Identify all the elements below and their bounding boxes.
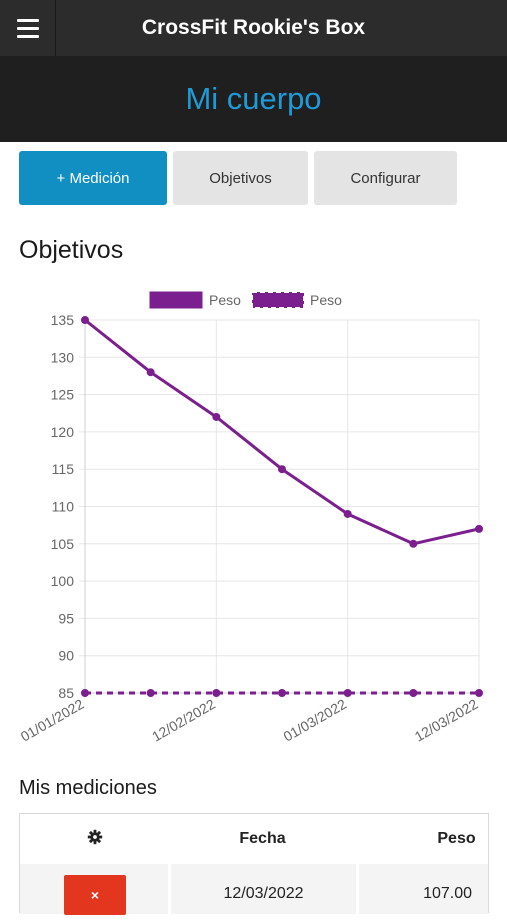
legend-label: Peso xyxy=(209,292,241,308)
gear-icon[interactable] xyxy=(87,829,103,845)
data-point xyxy=(343,689,352,697)
mediciones-heading: Mis mediciones xyxy=(19,777,157,799)
legend-swatch xyxy=(251,291,305,309)
chart-svg: 135 130 125 120 115 110 105 100 95 90 8501/01/2022… xyxy=(18,291,483,745)
app-title: CrossFit Rookie's Box xyxy=(141,16,366,39)
y-tick-label: 125 xyxy=(51,387,75,403)
x-tick-label: 12/02/2022 xyxy=(149,696,218,745)
legend-swatch xyxy=(149,291,203,309)
add-measurement-button[interactable]: + Medición xyxy=(19,151,167,205)
data-point xyxy=(146,689,155,697)
x-tick-label: 01/01/2022 xyxy=(18,696,87,745)
data-point xyxy=(146,368,155,377)
settings-header[interactable] xyxy=(20,814,170,864)
data-point xyxy=(278,465,286,474)
y-tick-label: 115 xyxy=(52,461,75,477)
row-fecha: 12/03/2022 xyxy=(223,885,304,902)
weight-chart: 135 130 125 120 115 110 105 100 95 90 85 01/01/2022… xyxy=(0,285,507,765)
top-bar: CrossFit Rookie's Box xyxy=(0,0,507,56)
y-tick-label: 85 xyxy=(58,685,74,701)
data-point xyxy=(81,689,89,697)
row-peso: 107.00 xyxy=(423,885,472,902)
y-tick-label: 135 xyxy=(51,312,75,328)
table-row: × 12/03/2022 107.00 xyxy=(20,864,488,915)
y-tick-label: 110 xyxy=(52,499,75,515)
x-tick-label: 12/03/2022 xyxy=(412,696,481,745)
data-point xyxy=(475,689,483,697)
tab-configurar[interactable]: Configurar xyxy=(314,151,457,205)
cell-divider xyxy=(168,864,171,914)
data-point xyxy=(278,689,286,697)
column-peso: Peso xyxy=(437,830,476,847)
hamburger-menu-icon[interactable] xyxy=(0,0,56,56)
page-title: Mi cuerpo xyxy=(185,81,322,116)
data-point xyxy=(343,509,352,518)
column-fecha: Fecha xyxy=(239,830,286,847)
cell-divider xyxy=(356,864,359,914)
y-tick-label: 120 xyxy=(51,424,75,440)
y-tick-label: 130 xyxy=(51,349,75,365)
y-tick-label: 90 xyxy=(58,648,74,664)
data-point xyxy=(81,316,89,324)
y-tick-label: 105 xyxy=(51,536,75,552)
delete-button[interactable]: × xyxy=(64,875,126,915)
objetivos-heading: Objetivos xyxy=(19,236,124,264)
data-point xyxy=(409,539,418,548)
x-tick-label: 01/03/2022 xyxy=(280,696,349,745)
data-point xyxy=(212,689,221,697)
measurements-table: Fecha Peso × 12/03/2022 107.00 xyxy=(19,813,489,915)
data-point xyxy=(212,412,221,421)
tab-objetivos[interactable]: Objetivos xyxy=(173,151,308,205)
data-point xyxy=(475,524,483,533)
y-tick-label: 100 xyxy=(51,573,75,589)
y-tick-label: 95 xyxy=(58,610,74,626)
hero-banner: Mi cuerpo xyxy=(0,56,507,142)
table-header: Fecha Peso xyxy=(20,814,488,864)
legend-label: Peso xyxy=(310,292,342,308)
data-point xyxy=(409,689,418,697)
